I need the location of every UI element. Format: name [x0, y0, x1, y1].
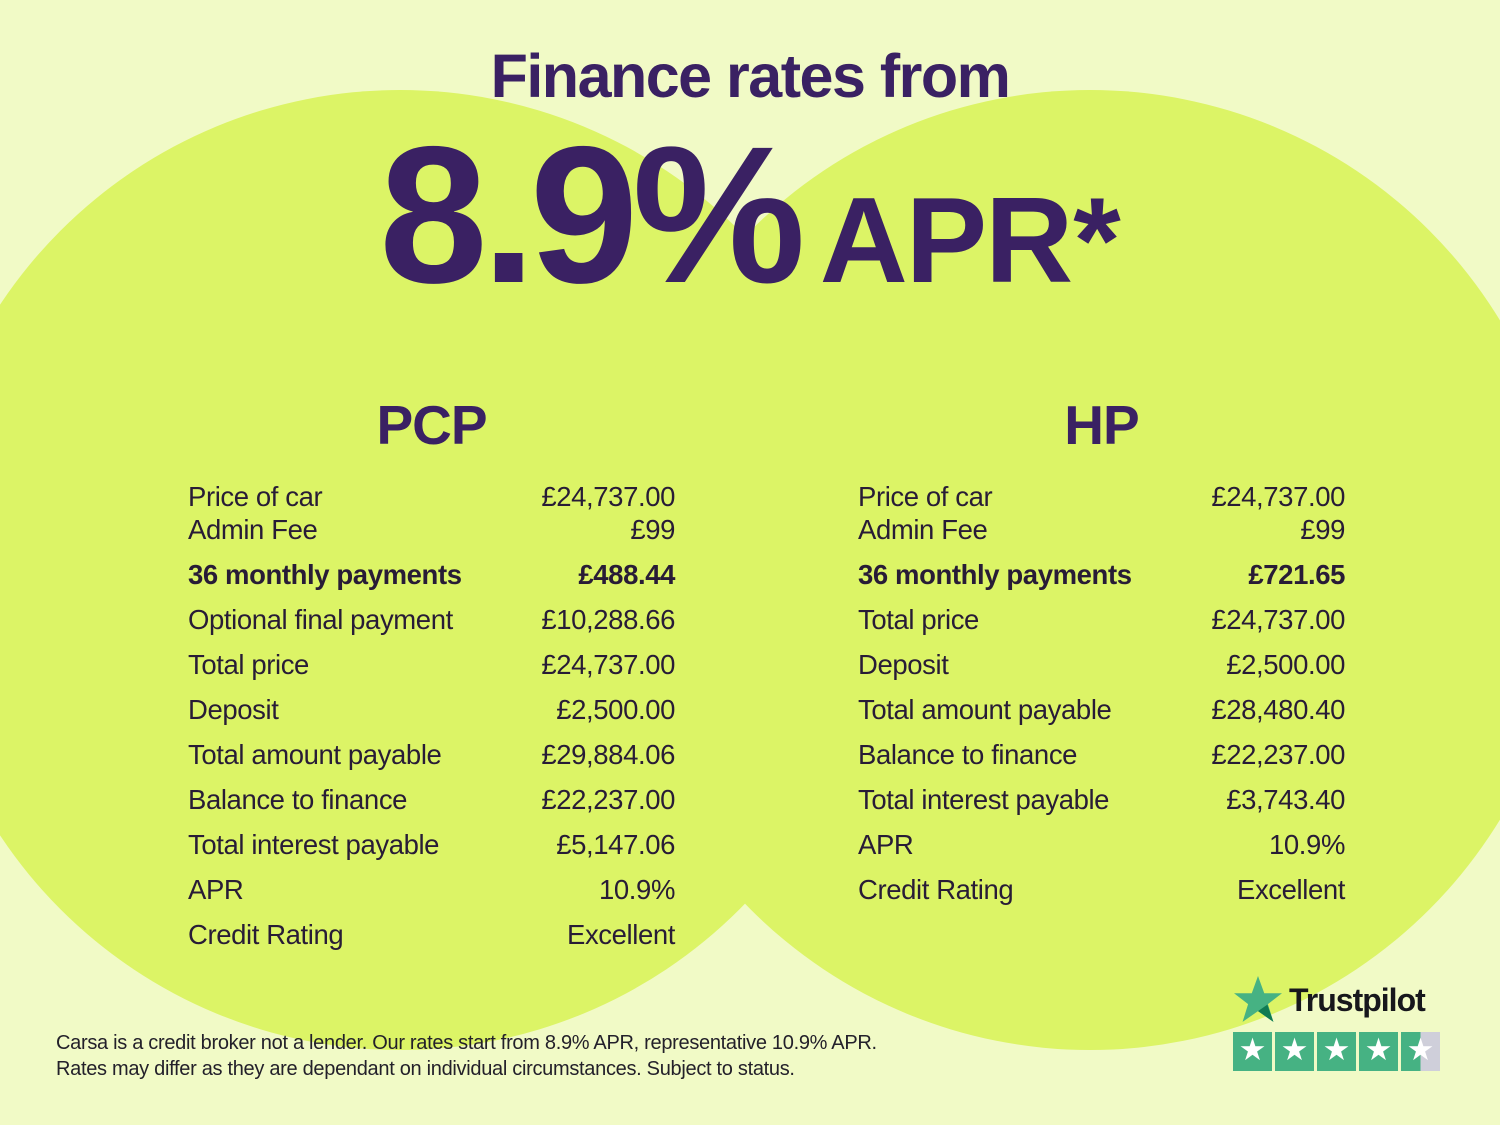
row-value: £22,237.00 [1211, 739, 1345, 770]
rate-value: 8.9% [379, 106, 805, 324]
row-label: Price of car [188, 481, 323, 512]
row-value: £3,743.40 [1226, 784, 1345, 815]
disclaimer-line-1: Carsa is a credit broker not a lender. O… [56, 1032, 877, 1054]
star-icon: ★ [1406, 1032, 1435, 1068]
trustpilot-widget: Trustpilot ★ ★ ★ ★ ★ [1233, 975, 1448, 1071]
table-row: Admin Fee £99 [858, 513, 1345, 546]
row-value: £2,500.00 [556, 694, 675, 725]
rate-unit: APR [819, 172, 1074, 308]
star-icon: ★ [1238, 1032, 1267, 1068]
row-label: Optional final payment [188, 604, 453, 635]
table-row: Optional final payment £10,288.66 [188, 603, 675, 636]
table-row: APR 10.9% [858, 828, 1345, 861]
row-value: £5,147.06 [556, 829, 675, 860]
table-row: Credit Rating Excellent [188, 918, 675, 951]
row-label: Deposit [858, 649, 949, 680]
row-value: £99 [1300, 514, 1345, 545]
row-label: Total amount payable [858, 694, 1112, 725]
row-label: Total price [858, 604, 979, 635]
row-label: Deposit [188, 694, 279, 725]
table-row: 36 monthly payments £488.44 [188, 558, 675, 591]
table-row: Price of car £24,737.00 [858, 480, 1345, 513]
row-label: Total interest payable [188, 829, 440, 860]
trustpilot-rating-star-box: ★ [1359, 1032, 1398, 1071]
trustpilot-logo: Trustpilot [1233, 975, 1448, 1025]
table-row: Total interest payable £5,147.06 [188, 828, 675, 861]
row-value: 10.9% [1269, 829, 1345, 860]
table-row: Total interest payable £3,743.40 [858, 783, 1345, 816]
hp-table-rows: Price of car £24,737.00 Admin Fee £99 36 mon… [858, 480, 1345, 906]
row-label: 36 monthly payments [188, 559, 462, 590]
row-value: £488.44 [578, 559, 675, 590]
background-circle-right [610, 90, 1500, 1050]
star-icon: ★ [1280, 1032, 1309, 1068]
row-label: Credit Rating [188, 919, 344, 950]
row-value: £29,884.06 [541, 739, 675, 770]
table-row: Credit Rating Excellent [858, 873, 1345, 906]
headline-rate: 8.9% APR * [0, 118, 1500, 313]
pcp-finance-table: PCP Price of car £24,737.00 Admin Fee £99 36… [188, 398, 675, 951]
star-icon: ★ [1322, 1032, 1351, 1068]
table-row: Total price £24,737.00 [858, 603, 1345, 636]
table-row: Admin Fee £99 [188, 513, 675, 546]
trustpilot-rating-star-box: ★ [1233, 1032, 1272, 1071]
row-label: Balance to finance [858, 739, 1078, 770]
table-row: Deposit £2,500.00 [188, 693, 675, 726]
row-label: Total interest payable [858, 784, 1110, 815]
row-value: 10.9% [599, 874, 675, 905]
row-label: Total price [188, 649, 309, 680]
row-value: £22,237.00 [541, 784, 675, 815]
row-value: £24,737.00 [541, 481, 675, 512]
rate-asterisk: * [1073, 172, 1121, 308]
row-label: Balance to finance [188, 784, 408, 815]
table-row: Total amount payable £29,884.06 [188, 738, 675, 771]
table-row: Total price £24,737.00 [188, 648, 675, 681]
row-value: £24,737.00 [541, 649, 675, 680]
row-value: £99 [630, 514, 675, 545]
table-row: 36 monthly payments £721.65 [858, 558, 1345, 591]
row-label: Admin Fee [858, 514, 988, 545]
table-row: Total amount payable £28,480.40 [858, 693, 1345, 726]
star-icon: ★ [1364, 1032, 1393, 1068]
row-value: Excellent [1237, 874, 1345, 905]
table-row: Deposit £2,500.00 [858, 648, 1345, 681]
trustpilot-rating-star-box: ★ [1317, 1032, 1356, 1071]
row-value: £24,737.00 [1211, 481, 1345, 512]
row-value: Excellent [567, 919, 675, 950]
row-value: £2,500.00 [1226, 649, 1345, 680]
row-label: Price of car [858, 481, 993, 512]
trustpilot-wordmark: Trustpilot [1289, 981, 1426, 1018]
hp-finance-table: HP Price of car £24,737.00 Admin Fee £99 36 … [858, 398, 1345, 906]
trustpilot-rating-star-box: ★ [1401, 1032, 1440, 1071]
table-row: Balance to finance £22,237.00 [188, 783, 675, 816]
pcp-table-title: PCP [376, 394, 487, 456]
trustpilot-star-icon [1233, 975, 1283, 1025]
row-label: APR [188, 874, 244, 905]
trustpilot-rating-stars: ★ ★ ★ ★ ★ [1233, 1032, 1448, 1071]
table-row: Price of car £24,737.00 [188, 480, 675, 513]
row-value: £10,288.66 [541, 604, 675, 635]
row-label: Total amount payable [188, 739, 442, 770]
disclaimer-line-2: Rates may differ as they are dependant o… [56, 1057, 795, 1080]
row-label: 36 monthly payments [858, 559, 1132, 590]
row-value: £28,480.40 [1211, 694, 1345, 725]
table-row: APR 10.9% [188, 873, 675, 906]
row-value: £721.65 [1248, 559, 1345, 590]
row-label: Credit Rating [858, 874, 1014, 905]
page-title: Finance rates from [490, 42, 1011, 110]
legal-disclaimer: Carsa is a credit broker not a lender. O… [56, 1031, 877, 1082]
pcp-table-rows: Price of car £24,737.00 Admin Fee £99 36 mon… [188, 480, 675, 951]
trustpilot-rating-star-box: ★ [1275, 1032, 1314, 1071]
row-value: £24,737.00 [1211, 604, 1345, 635]
row-label: Admin Fee [188, 514, 318, 545]
table-row: Balance to finance £22,237.00 [858, 738, 1345, 771]
hp-table-title: HP [1064, 394, 1139, 456]
row-label: APR [858, 829, 914, 860]
